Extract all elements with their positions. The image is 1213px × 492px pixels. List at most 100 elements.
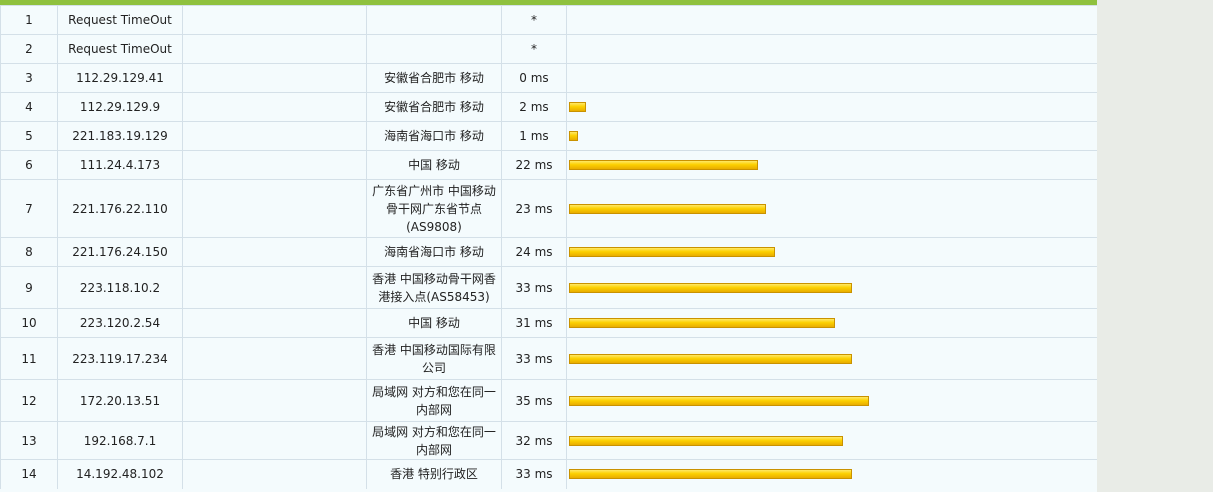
traceroute-panel: 1 Request TimeOut * 2 Request TimeOut * 3 112.2… [0,0,1097,492]
hop-latency-bar-cell [566,179,1097,238]
hop-row: 1 Request TimeOut * [0,5,1097,35]
hop-row: 10 223.120.2.54 中国 移动 31 ms [0,308,1097,338]
hop-number: 5 [0,121,58,151]
hop-row: 3 112.29.129.41 安徽省合肥市 移动 0 ms [0,63,1097,93]
latency-bar [569,282,852,293]
hop-latency-bar-cell [566,121,1097,151]
hop-row: 2 Request TimeOut * [0,34,1097,64]
hop-number: 3 [0,63,58,93]
hop-hostname [182,150,367,180]
hop-location: 香港 中国移动国际有限公司 [366,337,502,380]
hop-location [366,34,502,64]
hop-number: 6 [0,150,58,180]
hop-latency-bar-cell [566,150,1097,180]
hop-location: 安徽省合肥市 移动 [366,63,502,93]
hop-time: 0 ms [501,63,567,93]
hop-ip: 223.118.10.2 [57,266,183,309]
latency-bar [569,435,843,446]
hop-number: 12 [0,379,58,422]
hop-ip: 112.29.129.41 [57,63,183,93]
latency-bar [569,131,578,141]
hop-row: 13 192.168.7.1 局域网 对方和您在同一内部网 32 ms [0,421,1097,460]
hop-location: 中国 移动 [366,150,502,180]
hop-latency-bar-cell [566,92,1097,122]
hop-latency-bar-cell [566,5,1097,35]
hop-latency-bar-cell [566,308,1097,338]
hop-location: 安徽省合肥市 移动 [366,92,502,122]
hop-hostname [182,34,367,64]
hop-time: 1 ms [501,121,567,151]
hop-time: 23 ms [501,179,567,238]
hop-number: 1 [0,5,58,35]
hop-ip: 112.29.129.9 [57,92,183,122]
latency-bar [569,160,758,170]
hop-ip: 111.24.4.173 [57,150,183,180]
latency-bar [569,469,852,480]
hop-time: 33 ms [501,266,567,309]
hop-number: 10 [0,308,58,338]
hop-time: 33 ms [501,459,567,489]
hop-location: 中国 移动 [366,308,502,338]
hop-latency-bar-cell [566,379,1097,422]
hop-ip: Request TimeOut [57,5,183,35]
hop-ip: 192.168.7.1 [57,421,183,460]
hop-ip: 221.176.24.150 [57,237,183,267]
hop-hostname [182,266,367,309]
hop-time: * [501,5,567,35]
hop-row: 8 221.176.24.150 海南省海口市 移动 24 ms [0,237,1097,267]
hop-row: 14 14.192.48.102 香港 特别行政区 33 ms [0,459,1097,489]
hop-row: 4 112.29.129.9 安徽省合肥市 移动 2 ms [0,92,1097,122]
hop-ip: 223.119.17.234 [57,337,183,380]
hop-row: 12 172.20.13.51 局域网 对方和您在同一内部网 35 ms [0,379,1097,422]
traceroute-table: 1 Request TimeOut * 2 Request TimeOut * 3 112.2… [0,5,1097,489]
latency-bar [569,203,766,214]
hop-location: 广东省广州市 中国移动骨干网广东省节点(AS9808) [366,179,502,238]
latency-bar [569,247,775,257]
hop-location [366,5,502,35]
hop-ip: 223.120.2.54 [57,308,183,338]
hop-time: 32 ms [501,421,567,460]
hop-location: 局域网 对方和您在同一内部网 [366,379,502,422]
hop-hostname [182,92,367,122]
hop-rows: 1 Request TimeOut * 2 Request TimeOut * 3 112.2… [0,5,1097,489]
hop-location: 海南省海口市 移动 [366,121,502,151]
hop-ip: 221.176.22.110 [57,179,183,238]
hop-location: 局域网 对方和您在同一内部网 [366,421,502,460]
hop-time: * [501,34,567,64]
latency-bar [569,318,835,328]
hop-hostname [182,379,367,422]
hop-number: 4 [0,92,58,122]
hop-ip: 172.20.13.51 [57,379,183,422]
hop-latency-bar-cell [566,421,1097,460]
latency-bar [569,102,586,112]
hop-row: 5 221.183.19.129 海南省海口市 移动 1 ms [0,121,1097,151]
latency-bar [569,395,869,406]
hop-time: 24 ms [501,237,567,267]
hop-hostname [182,308,367,338]
hop-hostname [182,5,367,35]
latency-bar [569,353,852,364]
hop-time: 2 ms [501,92,567,122]
hop-number: 9 [0,266,58,309]
hop-number: 2 [0,34,58,64]
hop-hostname [182,179,367,238]
hop-hostname [182,459,367,489]
hop-row: 9 223.118.10.2 香港 中国移动骨干网香港接入点(AS58453) 33 … [0,266,1097,309]
hop-location: 海南省海口市 移动 [366,237,502,267]
hop-hostname [182,337,367,380]
hop-time: 33 ms [501,337,567,380]
hop-number: 8 [0,237,58,267]
hop-hostname [182,121,367,151]
hop-latency-bar-cell [566,63,1097,93]
hop-hostname [182,237,367,267]
hop-time: 22 ms [501,150,567,180]
hop-number: 14 [0,459,58,489]
hop-latency-bar-cell [566,34,1097,64]
hop-ip: 14.192.48.102 [57,459,183,489]
hop-latency-bar-cell [566,266,1097,309]
hop-ip: 221.183.19.129 [57,121,183,151]
hop-row: 6 111.24.4.173 中国 移动 22 ms [0,150,1097,180]
hop-location: 香港 特别行政区 [366,459,502,489]
hop-number: 7 [0,179,58,238]
hop-hostname [182,421,367,460]
